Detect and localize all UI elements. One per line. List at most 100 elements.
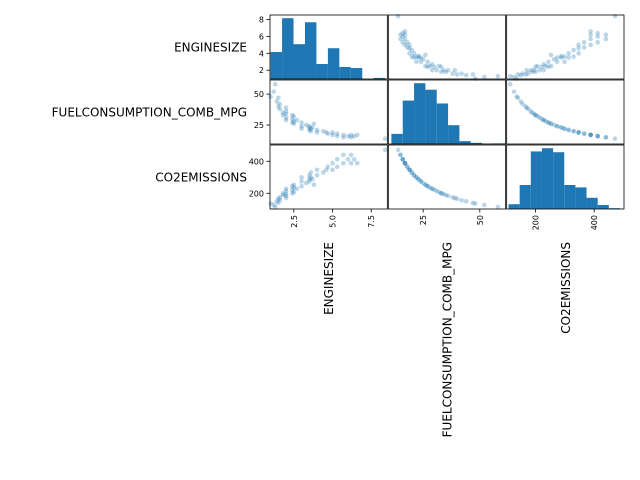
x-tick-label: 200 (532, 215, 541, 230)
scatter-point (307, 172, 312, 178)
scatter-point (418, 179, 424, 184)
scatter-point (436, 63, 442, 69)
scatter-point (588, 132, 593, 138)
scatter-point (576, 130, 581, 135)
x-tick-label: 7.5 (367, 215, 376, 228)
scatter-point (588, 32, 593, 38)
panel-frame (506, 14, 625, 80)
scatter-point (546, 59, 551, 65)
scatter-point (299, 183, 304, 189)
scatter-point (554, 55, 560, 60)
scatter-point (283, 111, 289, 117)
scatter-point (537, 115, 542, 120)
scatter-point (576, 45, 581, 51)
y-tick-label: 50 (254, 90, 264, 99)
scatter-point (546, 120, 551, 125)
scatter-point (418, 179, 424, 184)
scatter-point (276, 95, 281, 101)
scatter-point (407, 42, 412, 48)
scatter-point (341, 152, 346, 158)
scatter-point (425, 183, 430, 189)
scatter-point (548, 121, 554, 127)
scatter-point (566, 51, 571, 56)
scatter-point (310, 125, 315, 130)
scatter-point (511, 74, 517, 80)
scatter-point (325, 131, 331, 136)
scatter-point (407, 51, 412, 56)
scatter-point (441, 191, 446, 197)
scatter-point (531, 67, 537, 73)
scatter-point (595, 133, 600, 139)
scatter-point (562, 126, 567, 132)
scatter-point (404, 164, 410, 170)
scatter-point (576, 130, 581, 135)
scatter-point (291, 119, 297, 124)
scatter-point (423, 63, 428, 69)
scatter-point (299, 179, 304, 184)
scatter-point (551, 56, 557, 62)
scatter-point (511, 89, 517, 94)
scatter-point (459, 198, 464, 203)
scatter-point (420, 180, 426, 186)
scatter-point (411, 55, 417, 60)
scatter-point (562, 59, 567, 65)
scatter-point (581, 40, 587, 45)
scatter-point (518, 99, 524, 104)
scatter-point (450, 71, 455, 76)
scatter-point (571, 128, 576, 134)
scatter-point (283, 109, 289, 114)
scatter-point (400, 157, 406, 162)
scatter-point (520, 101, 525, 107)
scatter-point (402, 32, 408, 38)
scatter-point (566, 55, 571, 60)
scatter-point (402, 160, 408, 166)
scatter-point (541, 117, 547, 123)
hist-bar (470, 142, 483, 144)
scatter-point (535, 63, 540, 69)
scatter-point (441, 67, 446, 73)
hist-bar (293, 44, 305, 79)
scatter-point (472, 201, 478, 206)
hist-bar (402, 100, 415, 144)
scatter-point (470, 72, 476, 77)
scatter-point (308, 175, 314, 180)
y-tick-label: 2 (259, 66, 264, 75)
scatter-point (303, 180, 309, 186)
scatter-point (351, 133, 357, 139)
hist-bar (541, 148, 554, 209)
hist-bar (564, 185, 576, 209)
scatter-point (595, 133, 600, 139)
scatter-point (429, 67, 435, 73)
scatter-point (571, 47, 576, 53)
scatter-point (427, 63, 433, 69)
scatter-point (280, 110, 286, 115)
scatter-point (283, 117, 289, 123)
hist-bar (597, 205, 609, 209)
y-tick-label: 4 (259, 49, 264, 58)
scatter-point (529, 110, 535, 115)
scatter-point (416, 176, 421, 182)
scatter-point (291, 114, 297, 119)
scatter-point (400, 34, 406, 39)
scatter-point (588, 132, 593, 138)
scatter-point (537, 67, 542, 73)
scatter-point (495, 204, 501, 210)
y-tick-label: 8 (259, 16, 264, 25)
scatter-point (277, 101, 283, 107)
scatter-point (436, 189, 442, 195)
scatter-point (595, 40, 600, 45)
scatter-point (291, 182, 297, 188)
scatter-point (320, 128, 326, 134)
scatter-point (533, 69, 538, 75)
scatter-point (576, 51, 581, 56)
scatter-point (524, 105, 530, 111)
y-tick-label: 25 (254, 121, 264, 130)
scatter-point (404, 40, 410, 45)
scatter-point (454, 72, 460, 77)
scatter-point (402, 29, 408, 34)
scatter-point (434, 67, 440, 73)
scatter-point (414, 59, 419, 65)
scatter-point (409, 47, 415, 53)
column-label: CO2EMISSIONS (559, 242, 573, 334)
scatter-point (612, 136, 618, 141)
